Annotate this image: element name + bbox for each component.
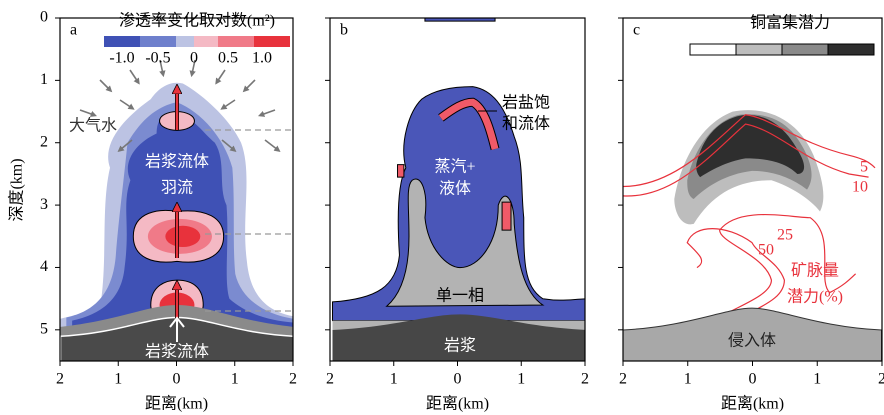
contour-label: 10 bbox=[852, 179, 868, 196]
panel-letter: a bbox=[70, 22, 77, 39]
x-tick-label: 1 bbox=[390, 371, 398, 388]
contour-label: 50 bbox=[758, 242, 774, 259]
copper-legend bbox=[690, 44, 874, 55]
annotation: 蒸汽+ bbox=[434, 158, 475, 176]
panel-letter: b bbox=[340, 22, 348, 39]
x-tick-label: 1 bbox=[684, 371, 692, 388]
annotation: 侵入体 bbox=[728, 332, 776, 350]
y-tick-label: 1 bbox=[40, 71, 48, 88]
annotation: 液体 bbox=[439, 180, 471, 198]
x-tick-label: 2 bbox=[619, 371, 627, 388]
annotation: 岩浆 bbox=[444, 337, 476, 355]
y-tick-label: 5 bbox=[40, 320, 48, 337]
contour-label: 25 bbox=[777, 227, 793, 244]
x-tick-label: 1 bbox=[517, 371, 525, 388]
annotation: 羽流 bbox=[161, 179, 193, 197]
y-tick-label: 4 bbox=[40, 258, 48, 275]
x-axis-label: 距离(km) bbox=[145, 395, 208, 413]
x-tick-label: 2 bbox=[56, 371, 64, 388]
x-tick-label: 1 bbox=[813, 371, 821, 388]
x-axis-label: 距离(km) bbox=[426, 395, 489, 413]
page: 深度(km) a21012距离(km)012345b21012距离(km)c21… bbox=[0, 0, 884, 415]
annotation: 单一相 bbox=[436, 287, 484, 305]
contour-label: 5 bbox=[860, 159, 868, 176]
x-tick-label: 2 bbox=[326, 371, 334, 388]
x-tick-label: 0 bbox=[173, 371, 181, 388]
x-tick-label: 1 bbox=[231, 371, 239, 388]
colorbar-label: 0 bbox=[190, 50, 198, 67]
colorbar-label: 0.5 bbox=[218, 50, 238, 67]
y-tick-label: 2 bbox=[40, 133, 48, 150]
colorbar-label: -0.5 bbox=[145, 50, 170, 67]
x-tick-label: 2 bbox=[878, 371, 884, 388]
colorbar-label: 1.0 bbox=[252, 50, 272, 67]
x-tick-label: 2 bbox=[581, 371, 589, 388]
annotation: 大气水 bbox=[69, 117, 117, 135]
annotation: 潜力(%) bbox=[787, 288, 843, 306]
y-axis-label: 深度(km) bbox=[8, 158, 26, 221]
x-axis-label: 距离(km) bbox=[721, 395, 784, 413]
panel-c-field bbox=[623, 110, 882, 361]
x-tick-label: 1 bbox=[114, 371, 122, 388]
x-tick-label: 2 bbox=[289, 371, 297, 388]
colorbar-label: -1.0 bbox=[109, 50, 134, 67]
x-tick-label: 0 bbox=[454, 371, 462, 388]
copper-legend-title: 铜富集潜力 bbox=[750, 14, 830, 32]
annotation: 矿脉量 bbox=[791, 262, 839, 280]
annotation: 岩盐饱 bbox=[502, 94, 550, 112]
perm-colorbar bbox=[104, 36, 290, 47]
x-tick-label: 0 bbox=[749, 371, 757, 388]
colorbar-title: 渗透率变化取对数(m²) bbox=[119, 12, 275, 30]
annotation: 和流体 bbox=[502, 115, 550, 133]
figure: 深度(km) a21012距离(km)012345b21012距离(km)c21… bbox=[0, 0, 884, 415]
y-tick-label: 0 bbox=[40, 9, 48, 26]
y-tick-label: 3 bbox=[40, 196, 48, 213]
annotation: 岩浆流体 bbox=[145, 153, 209, 171]
panel-letter: c bbox=[633, 22, 640, 39]
panel-a-field bbox=[61, 60, 294, 361]
annotation: 岩浆流体 bbox=[145, 343, 209, 361]
